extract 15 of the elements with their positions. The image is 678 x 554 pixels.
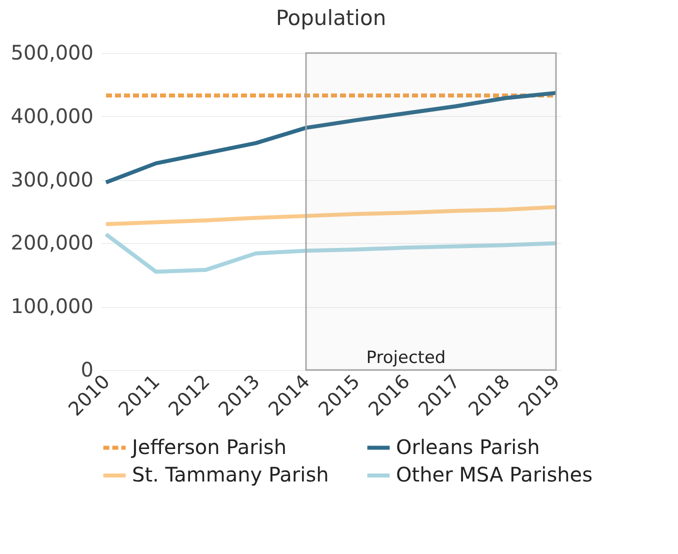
y-tick-label: 100,000 — [10, 294, 94, 318]
y-tick-label: 400,000 — [10, 104, 94, 128]
y-tick-label: 300,000 — [10, 167, 94, 192]
y-tick-label: 200,000 — [10, 230, 94, 255]
legend-label: St. Tammany Parish — [132, 462, 329, 486]
y-tick-label: 0 — [80, 358, 94, 382]
legend-label: Jefferson Parish — [130, 434, 286, 459]
line-series — [104, 205, 558, 226]
legend-label: Orleans Parish — [396, 434, 540, 459]
y-tick-label: 500,000 — [10, 40, 94, 64]
legend-label: Other MSA Parishes — [396, 462, 593, 486]
band-label: Projected — [366, 348, 446, 368]
line-series — [104, 232, 558, 274]
line-series — [104, 90, 558, 184]
chart-title: Population — [276, 6, 386, 30]
